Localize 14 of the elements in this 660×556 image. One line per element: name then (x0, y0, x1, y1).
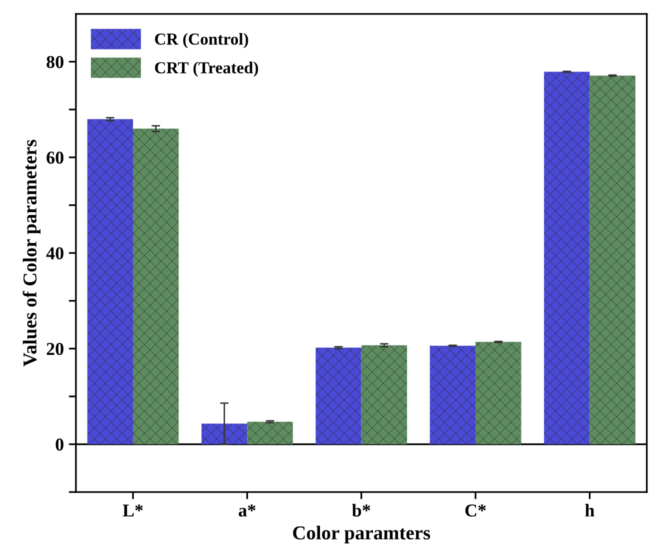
x-tick-label: C* (465, 504, 486, 517)
y-tick-label: 80 (46, 56, 64, 68)
x-axis-title: Color paramters (293, 526, 430, 544)
y-tick-label: 60 (46, 152, 64, 164)
x-tick-label: b* (352, 504, 370, 517)
x-tick-label: h (585, 504, 594, 516)
legend-label: CR (Control) (155, 33, 248, 48)
y-tick-label: 0 (56, 438, 64, 451)
y-axis-title: Values of Color parameters (22, 140, 40, 366)
legend-label: CRT (Treated) (155, 62, 258, 77)
y-tick-label: 40 (46, 247, 64, 260)
y-tick-label: 20 (46, 342, 64, 356)
x-tick-label: L* (122, 504, 143, 516)
x-tick-label: a* (238, 504, 256, 517)
